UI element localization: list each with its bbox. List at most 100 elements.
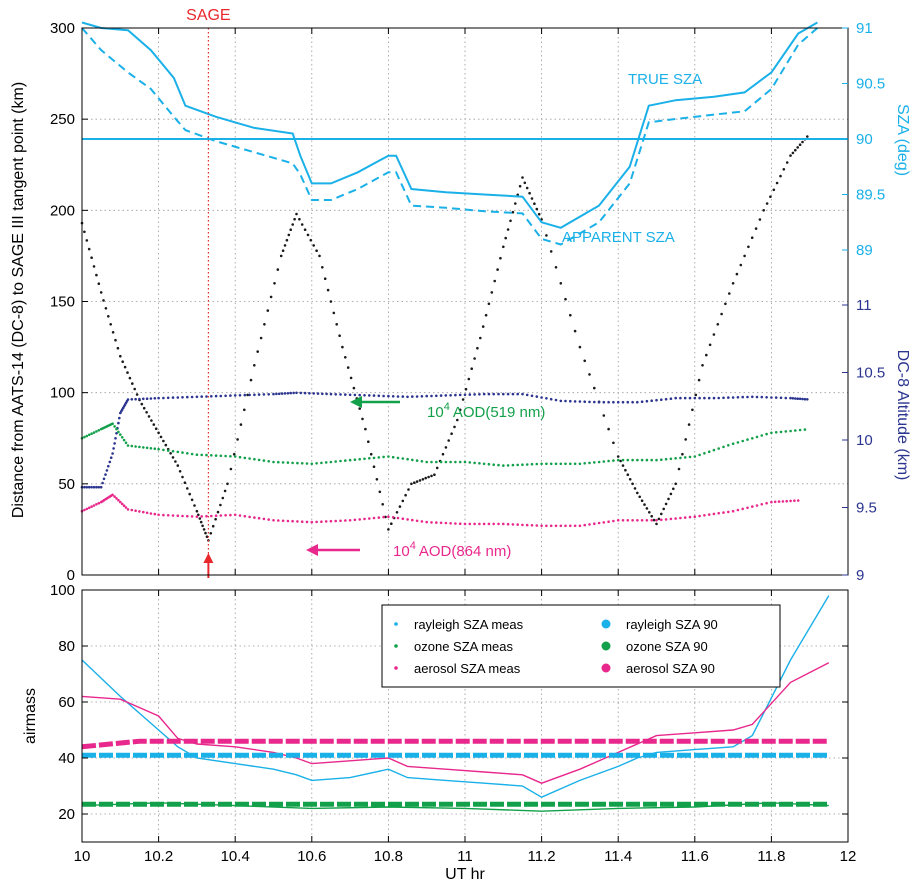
distance-point <box>295 212 298 216</box>
altitude-point <box>420 395 424 398</box>
aod864-point <box>145 511 149 515</box>
altitude-point <box>779 396 783 400</box>
aod864-point <box>727 510 730 514</box>
altitude-point <box>289 391 293 395</box>
altitude-point <box>92 485 96 489</box>
altitude-point <box>478 393 481 396</box>
altitude-point <box>545 397 548 400</box>
altitude-tick-label: 11 <box>856 297 872 314</box>
distance-point <box>104 307 108 310</box>
sza-tick-label: 91 <box>856 20 873 37</box>
bottom-x-tick-label: 11.4 <box>604 848 632 865</box>
distance-point <box>535 207 539 211</box>
distance-point <box>99 291 103 294</box>
altitude-point <box>186 395 189 399</box>
distance-point <box>253 364 256 367</box>
distance-point <box>236 438 239 441</box>
distance-point <box>672 487 675 491</box>
distance-point <box>123 365 127 369</box>
distance-point <box>358 407 362 410</box>
aod864-point <box>372 516 376 520</box>
altitude-point <box>171 396 175 399</box>
aod519-point <box>219 454 223 458</box>
altitude-point <box>205 395 208 398</box>
distance-point <box>205 535 209 538</box>
distance-point <box>152 423 156 426</box>
distance-point <box>470 367 474 371</box>
altitude-point <box>525 393 529 397</box>
aod519-point <box>621 458 625 462</box>
aer_meas-line <box>81 662 830 784</box>
aod519-point <box>712 448 716 452</box>
altitude-point <box>569 399 572 403</box>
aod519-point <box>435 460 438 464</box>
aod519-point <box>171 449 175 453</box>
distance-point <box>464 387 468 391</box>
aod519-point <box>703 452 706 455</box>
aod864-point <box>751 505 754 508</box>
distance-point <box>758 218 762 221</box>
distance-point <box>249 378 253 382</box>
distance-point <box>306 233 310 237</box>
altitude-point <box>482 392 486 396</box>
aod864-point <box>664 518 668 521</box>
top-left-tick-label: 300 <box>50 20 75 37</box>
aod864-point <box>348 519 352 522</box>
top-grid <box>82 28 848 575</box>
aer_90-line <box>81 738 829 750</box>
distance-point <box>119 354 122 358</box>
altitude-tick-label: 9.5 <box>856 500 877 517</box>
aod519-point <box>214 454 218 457</box>
aod519-point <box>803 428 807 431</box>
altitude-point <box>108 460 112 464</box>
aod864-point <box>368 517 371 520</box>
distance-point <box>174 460 177 463</box>
altitude-point <box>636 400 639 404</box>
distance-point <box>638 495 641 499</box>
aod864-point <box>296 520 299 523</box>
altitude-point <box>396 395 400 398</box>
distance-point <box>387 528 390 531</box>
bottom-x-tick-label: 10.8 <box>374 848 403 865</box>
distance-point <box>640 499 644 503</box>
distance-point <box>97 282 101 286</box>
distance-point <box>667 497 670 501</box>
altitude-point <box>741 395 744 399</box>
aod519-point <box>497 463 500 467</box>
aod519-point <box>153 447 157 451</box>
aod519-point <box>707 450 711 454</box>
distance-point <box>142 406 146 410</box>
aod864-point <box>243 514 247 518</box>
distance-point <box>329 300 333 303</box>
distance-point <box>209 532 213 535</box>
bottom-y-axis-label: airmass <box>22 688 39 744</box>
aod519-point <box>545 462 548 466</box>
aod519-point <box>521 463 524 467</box>
aod519-point <box>85 434 89 438</box>
aod864-point <box>773 500 777 504</box>
altitude-point <box>616 400 620 404</box>
aod864-point <box>593 522 596 525</box>
aod519-point <box>774 431 778 434</box>
distance-point <box>691 408 694 412</box>
top-left-tick-label: 250 <box>50 111 75 128</box>
altitude-point <box>731 396 735 399</box>
aod519-point <box>92 431 96 434</box>
aod864-point <box>219 514 223 517</box>
legend-marker-large <box>601 619 611 629</box>
distance-point <box>677 467 681 471</box>
distance-point <box>669 492 673 496</box>
aod864-label: 104 AOD(864 nm) <box>393 540 511 560</box>
aod519-point <box>224 454 227 458</box>
altitude-point <box>325 392 328 396</box>
altitude-point <box>329 392 333 396</box>
aod864-point <box>120 502 124 506</box>
aod864-point <box>796 499 800 502</box>
distance-point <box>607 427 610 431</box>
distance-point <box>279 254 283 258</box>
legend-entry: aerosol SZA 90 <box>626 661 715 676</box>
altitude-point <box>153 397 157 400</box>
aod864-arrow-head <box>306 544 318 556</box>
aod519-point <box>492 463 496 467</box>
distance-point <box>769 195 772 198</box>
